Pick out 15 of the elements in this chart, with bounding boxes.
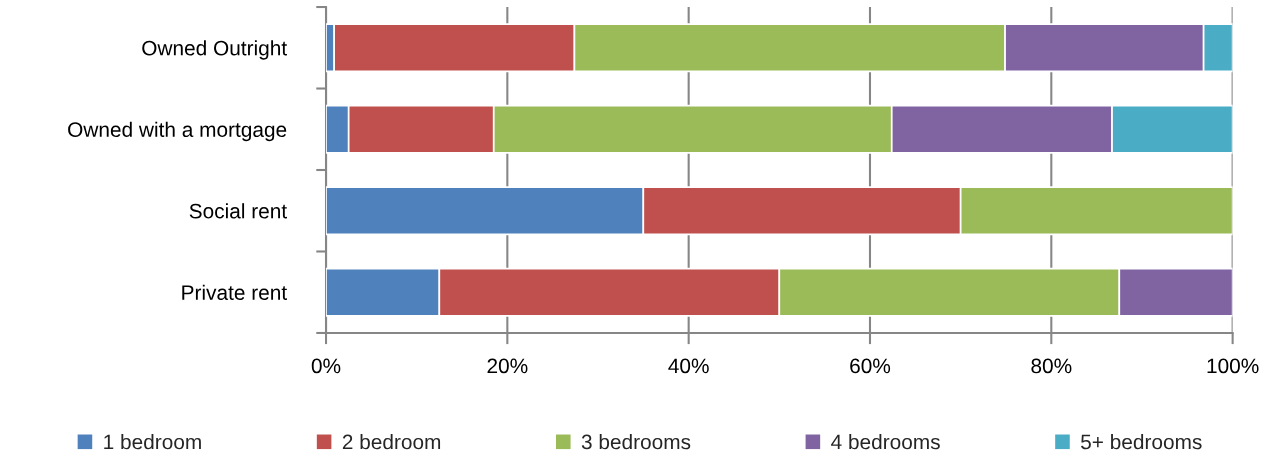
x-tick-label: 60% xyxy=(850,358,891,374)
legend-label: 1 bedroom xyxy=(104,434,201,450)
x-tick-label: 20% xyxy=(487,358,528,374)
legend-label: 5+ bedrooms xyxy=(1081,434,1202,450)
x-tick-label: 80% xyxy=(1031,358,1072,374)
legend-label: 4 bedrooms xyxy=(831,434,940,450)
legend-label: 2 bedroom xyxy=(342,434,441,450)
y-tick-label: Social rent xyxy=(189,203,287,219)
legend-label: 3 bedrooms xyxy=(581,434,691,450)
y-tick-label: Owned Outright xyxy=(142,40,287,60)
x-tick-label: 100% xyxy=(1207,358,1259,374)
x-tick-label: 40% xyxy=(668,358,709,374)
x-tick-label: 0% xyxy=(311,358,341,374)
y-tick-label: Owned with a mortgage xyxy=(68,121,287,142)
y-tick-label: Private rent xyxy=(182,284,287,300)
